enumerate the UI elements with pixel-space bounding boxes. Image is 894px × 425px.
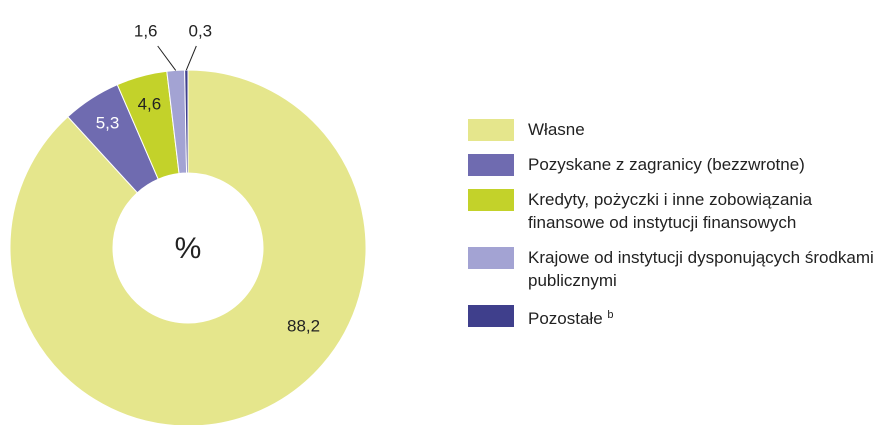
footnote-marker: b [607,309,614,321]
leader-line [157,45,177,71]
legend-label: Krajowe od instytucji dysponujących środ… [528,248,874,290]
legend-item: Własne [468,118,888,141]
legend-label: Kredyty, pożyczki i inne zobowiązania fi… [528,190,813,232]
donut-slice [184,69,189,174]
legend-swatch [468,154,514,176]
data-label: 4,6 [138,95,162,114]
legend-text-box: Krajowe od instytucji dysponujących środ… [528,246,878,292]
data-label: 1,6 [134,21,158,40]
legend-text-box: Pozostałe b [528,304,878,330]
legend-swatch [468,119,514,141]
legend-text-box: Pozyskane z zagranicy (bezzwrotne) [528,153,878,176]
data-label: 5,3 [96,113,120,132]
legend: Własne Pozyskane z zagranicy (bezzwrotne)… [468,118,888,342]
legend-swatch [468,189,514,211]
center-label: % [175,232,202,265]
legend-text-box: Kredyty, pożyczki i inne zobowiązania fi… [528,188,878,234]
legend-label: Własne [528,120,585,139]
data-label: 88,2 [287,317,320,336]
legend-label: Pozyskane z zagranicy (bezzwrotne) [528,155,805,174]
leader-line [185,45,197,71]
legend-text-box: Własne [528,118,878,141]
legend-label: Pozostałe [528,309,603,328]
data-label: 0,3 [189,21,213,40]
legend-item: Pozostałe b [468,304,888,330]
legend-swatch [468,247,514,269]
legend-swatch [468,305,514,327]
legend-item: Krajowe od instytucji dysponujących środ… [468,246,888,292]
donut-slice [9,69,367,425]
legend-item: Pozyskane z zagranicy (bezzwrotne) [468,153,888,176]
legend-item: Kredyty, pożyczki i inne zobowiązania fi… [468,188,888,234]
